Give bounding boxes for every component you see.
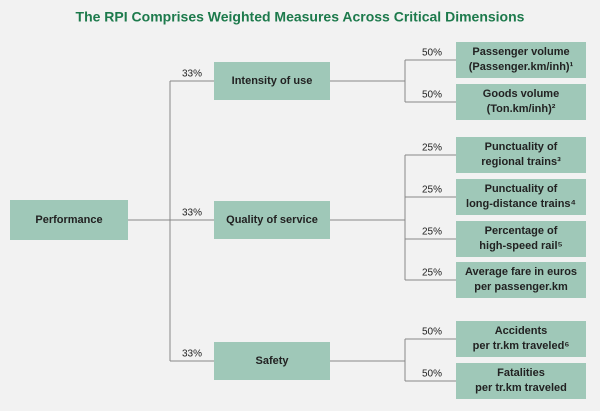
branch-label: Safety xyxy=(255,355,289,367)
leaf-box xyxy=(456,321,586,357)
connector xyxy=(330,155,406,280)
weight: 25% xyxy=(422,268,442,279)
leaf-box xyxy=(456,179,586,215)
leaf-box xyxy=(456,42,586,78)
leaf-label: Average fare in euros xyxy=(465,266,577,278)
weight: 33% xyxy=(182,208,202,219)
leaf-box xyxy=(456,221,586,257)
connector xyxy=(330,60,406,102)
branch-box xyxy=(214,62,330,100)
connector xyxy=(330,339,406,381)
root-label: Performance xyxy=(35,214,102,226)
leaf-label: high-speed rail⁵ xyxy=(479,240,562,252)
branch-box xyxy=(214,201,330,239)
weight: 33% xyxy=(182,69,202,80)
leaf-box xyxy=(456,84,586,120)
root-box xyxy=(10,200,128,240)
leaf-label: Passenger volume xyxy=(472,46,569,58)
leaf-label: Percentage of xyxy=(485,225,558,237)
leaf-label: per tr.km traveled xyxy=(475,382,567,394)
weight: 50% xyxy=(422,327,442,338)
weight: 50% xyxy=(422,369,442,380)
leaf-label: regional trains³ xyxy=(481,156,561,168)
leaf-box xyxy=(456,137,586,173)
leaf-label: Accidents xyxy=(495,325,548,337)
leaf-label: Punctuality of xyxy=(485,183,558,195)
weight: 50% xyxy=(422,48,442,59)
weight: 50% xyxy=(422,90,442,101)
leaf-label: Goods volume xyxy=(483,88,559,100)
title: The RPI Comprises Weighted Measures Acro… xyxy=(76,9,525,25)
leaf-label: Fatalities xyxy=(497,367,545,379)
weight: 33% xyxy=(182,349,202,360)
branch-box xyxy=(214,342,330,380)
leaf-box xyxy=(456,363,586,399)
leaf-box xyxy=(456,262,586,298)
branch-label: Intensity of use xyxy=(232,75,313,87)
weight: 25% xyxy=(422,185,442,196)
leaf-label: per tr.km traveled⁶ xyxy=(473,340,570,352)
leaf-label: long-distance trains⁴ xyxy=(466,198,576,210)
branch-label: Quality of service xyxy=(226,214,318,226)
leaf-label: Punctuality of xyxy=(485,141,558,153)
weight: 25% xyxy=(422,143,442,154)
leaf-label: per passenger.km xyxy=(474,281,568,293)
weight: 25% xyxy=(422,227,442,238)
connector xyxy=(128,81,171,361)
leaf-label: (Passenger.km/inh)¹ xyxy=(469,61,574,73)
leaf-label: (Ton.km/inh)² xyxy=(487,103,556,115)
